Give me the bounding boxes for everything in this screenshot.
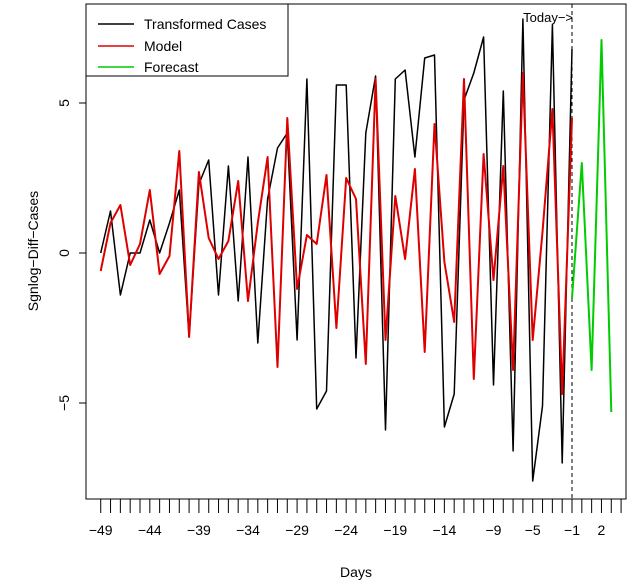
x-axis-label: Days	[340, 564, 372, 580]
series-layer	[99, 18, 613, 482]
today-label: Today−>	[523, 10, 573, 25]
x-tick-label: −34	[236, 522, 260, 538]
y-tick-label: 5	[56, 99, 72, 107]
y-tick-label: 0	[56, 249, 72, 257]
x-tick-label: −9	[485, 522, 501, 538]
series-line-transformed-cases	[99, 18, 573, 482]
legend-box	[85, 3, 289, 77]
x-tick-label: −49	[89, 522, 113, 538]
x-tick-label: −5	[525, 522, 541, 538]
plot-frame	[85, 3, 627, 500]
legend-label-model: Model	[144, 38, 182, 54]
series-line-forecast	[571, 39, 613, 413]
x-minor-ticks	[100, 499, 622, 513]
x-tick-label: −24	[334, 522, 358, 538]
x-tick-label: −14	[432, 522, 456, 538]
series-line-model	[99, 72, 573, 395]
x-tick-label: 2	[598, 522, 606, 538]
x-tick-label: −1	[564, 522, 580, 538]
legend-label-transformed-cases: Transformed Cases	[144, 16, 266, 32]
x-tick-label: −44	[138, 522, 162, 538]
legend: Transformed Cases Model Forecast	[85, 3, 289, 77]
x-axis: −49 −44 −39 −34 −29 −24 −19 −14 −9 −5 −1 2	[89, 522, 606, 538]
x-tick-label: −19	[383, 522, 407, 538]
y-axis-label: Sgnlog−Diff−Cases	[25, 191, 41, 311]
today-marker: Today−>	[523, 4, 573, 499]
y-tick-label: −5	[56, 395, 72, 411]
legend-label-forecast: Forecast	[144, 59, 199, 75]
plot-frame-group	[85, 3, 627, 500]
y-axis: −5 0 5	[56, 99, 86, 411]
x-tick-label: −29	[285, 522, 309, 538]
x-tick-label: −39	[187, 522, 211, 538]
